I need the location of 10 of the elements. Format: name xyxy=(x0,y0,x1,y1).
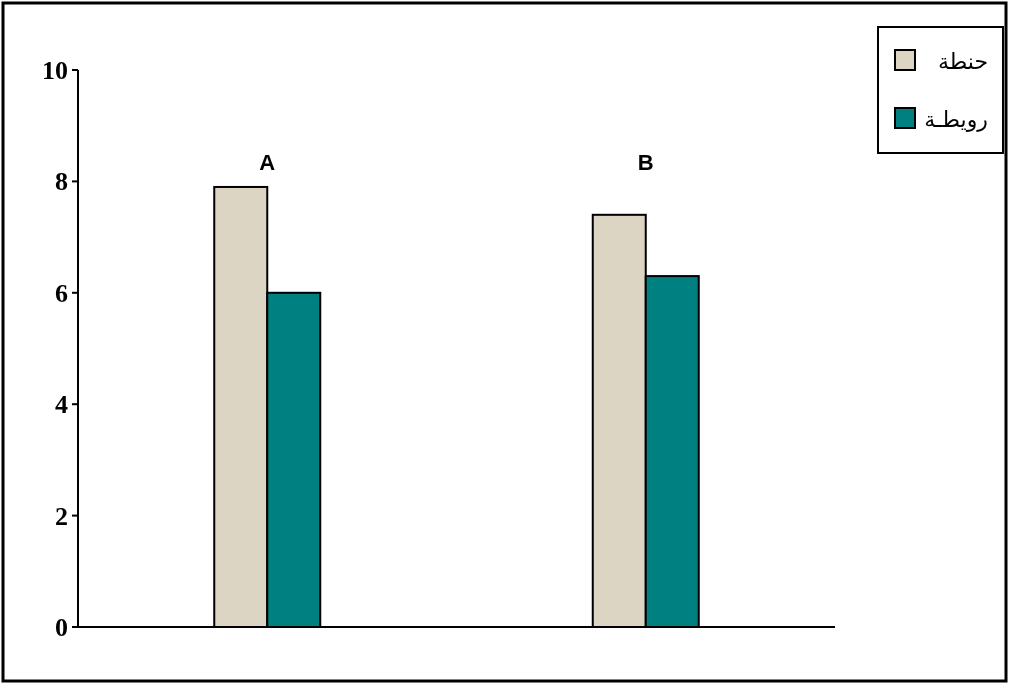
x-tick-label: A xyxy=(259,150,276,175)
y-tick-label: 6 xyxy=(55,278,68,308)
y-tick-label: 2 xyxy=(55,501,68,531)
y-tick-label: 8 xyxy=(55,167,68,197)
x-tick-label: B xyxy=(637,150,654,175)
legend-label: حنطة xyxy=(937,49,988,74)
y-tick-label: 0 xyxy=(55,613,68,642)
y-tick-label: 4 xyxy=(55,390,68,420)
y-tick-label: 10 xyxy=(42,56,68,85)
legend-label: رويطـة xyxy=(924,107,988,132)
